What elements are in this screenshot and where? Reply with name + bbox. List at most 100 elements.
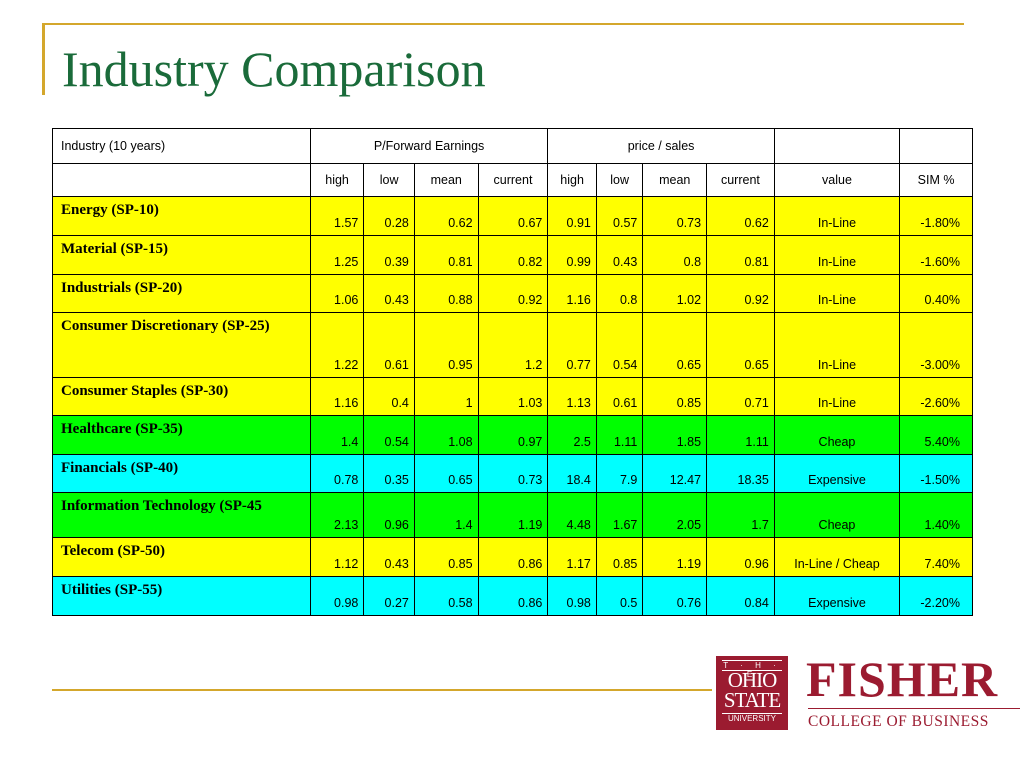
table-cell: 1.11	[706, 415, 775, 455]
table-cell: 1.16	[309, 377, 365, 416]
table-cell: 1.16	[547, 274, 597, 313]
table-cell: 0.61	[363, 312, 415, 378]
header-industry: Industry (10 years)	[52, 128, 311, 164]
table-cell: 1.57	[309, 196, 365, 236]
osu-logo-the: T · H · E	[723, 661, 781, 679]
header-value-blank	[773, 128, 901, 164]
table-cell: 0.5	[595, 576, 644, 616]
table-cell: 0.91	[547, 196, 597, 236]
table-cell: 1.25	[309, 235, 365, 275]
table-cell: In-Line	[773, 377, 901, 416]
table-cell: 0.67	[477, 196, 549, 236]
subheader-ps-high: high	[547, 163, 597, 197]
table-cell: 1.4	[413, 492, 479, 538]
table-row: Industrials (SP-20) 1.06 0.43 0.88 0.92 1.16 0…	[52, 274, 973, 313]
table-row: Utilities (SP-55) 0.98 0.27 0.58 0.86 0.98 0.5…	[52, 576, 973, 616]
table-cell: 7.40%	[899, 537, 973, 577]
table-cell: 0.43	[363, 274, 415, 313]
table-cell: 0.73	[642, 196, 708, 236]
table-cell: 0.98	[309, 576, 365, 616]
table-cell: -2.60%	[899, 377, 973, 416]
table-cell: 1.17	[547, 537, 597, 577]
header-pe-group: P/Forward Earnings	[309, 128, 549, 164]
fisher-divider	[808, 708, 1020, 709]
table-cell: 0.85	[595, 537, 644, 577]
table-cell: 0.35	[363, 454, 415, 493]
subheader-value: value	[773, 163, 901, 197]
table-cell: 0.78	[309, 454, 365, 493]
industry-name-cell: Material (SP-15)	[52, 235, 311, 275]
table-cell: 0.8	[595, 274, 644, 313]
table-cell: 0.76	[642, 576, 708, 616]
table-cell: 0.58	[413, 576, 479, 616]
table-row: Consumer Discretionary (SP-25) 1.22 0.61 0.…	[52, 312, 973, 378]
table-cell: 0.61	[595, 377, 644, 416]
table-cell: 0.54	[363, 415, 415, 455]
table-row: Telecom (SP-50) 1.12 0.43 0.85 0.86 1.17 0.85 1…	[52, 537, 973, 577]
table-row: Material (SP-15) 1.25 0.39 0.81 0.82 0.99 0.43…	[52, 235, 973, 275]
table-cell: 0.54	[595, 312, 644, 378]
osu-logo-ohio: OHIO	[727, 668, 778, 692]
table-cell: 0.82	[477, 235, 549, 275]
table-cell: -2.20%	[899, 576, 973, 616]
fisher-wordmark: FISHER	[806, 651, 999, 707]
subheader-pe-low: low	[363, 163, 415, 197]
table-cell: 1.40%	[899, 492, 973, 538]
table-cell: 1.22	[309, 312, 365, 378]
table-cell: Cheap	[773, 415, 901, 455]
table-cell: 1.19	[477, 492, 549, 538]
subheader-blank	[52, 163, 311, 197]
table-cell: In-Line	[773, 312, 901, 378]
table-row: Energy (SP-10) 1.57 0.28 0.62 0.67 0.91 0.57 0.…	[52, 196, 973, 236]
table-header-row: Industry (10 years) P/Forward Earnings p…	[52, 128, 973, 164]
table-cell: 1.12	[309, 537, 365, 577]
table-cell: 0.81	[413, 235, 479, 275]
table-cell: In-Line	[773, 235, 901, 275]
table-cell: 4.48	[547, 492, 597, 538]
ohio-state-logo: T · H · E OHIO STATE UNIVERSITY	[716, 656, 788, 730]
table-cell: 0.27	[363, 576, 415, 616]
table-cell: -1.50%	[899, 454, 973, 493]
table-cell: 0.4	[363, 377, 415, 416]
left-accent-rule	[42, 23, 45, 95]
table-cell: 0.96	[363, 492, 415, 538]
industry-name-cell: Energy (SP-10)	[52, 196, 311, 236]
table-cell: 2.5	[547, 415, 597, 455]
industry-comparison-table: Industry (10 years) P/Forward Earnings p…	[52, 128, 973, 616]
table-cell: 1.4	[309, 415, 365, 455]
subheader-pe-current: current	[477, 163, 549, 197]
table-cell: 5.40%	[899, 415, 973, 455]
table-cell: -1.80%	[899, 196, 973, 236]
table-cell: 0.43	[363, 537, 415, 577]
table-cell: -3.00%	[899, 312, 973, 378]
industry-name-cell: Consumer Staples (SP-30)	[52, 377, 311, 416]
table-cell: 0.8	[642, 235, 708, 275]
table-cell: 1.2	[477, 312, 549, 378]
table-cell: 0.62	[706, 196, 775, 236]
table-cell: 0.57	[595, 196, 644, 236]
table-cell: Expensive	[773, 576, 901, 616]
industry-name-cell: Industrials (SP-20)	[52, 274, 311, 313]
table-cell: 0.86	[477, 576, 549, 616]
table-row: Healthcare (SP-35) 1.4 0.54 1.08 0.97 2.5 1.11…	[52, 415, 973, 455]
table-cell: 0.28	[363, 196, 415, 236]
table-cell: 0.39	[363, 235, 415, 275]
table-cell: 0.65	[413, 454, 479, 493]
table-cell: 1.13	[547, 377, 597, 416]
industry-name-cell: Healthcare (SP-35)	[52, 415, 311, 455]
subheader-ps-mean: mean	[642, 163, 708, 197]
table-cell: 18.35	[706, 454, 775, 493]
table-cell: 0.43	[595, 235, 644, 275]
table-cell: 2.13	[309, 492, 365, 538]
table-cell: 0.95	[413, 312, 479, 378]
table-cell: In-Line	[773, 274, 901, 313]
table-cell: 12.47	[642, 454, 708, 493]
table-cell: 1.19	[642, 537, 708, 577]
table-cell: 0.77	[547, 312, 597, 378]
table-cell: 0.92	[477, 274, 549, 313]
table-cell: 18.4	[547, 454, 597, 493]
table-cell: 0.98	[547, 576, 597, 616]
table-cell: 0.84	[706, 576, 775, 616]
table-cell: 7.9	[595, 454, 644, 493]
subheader-sim: SIM %	[899, 163, 973, 197]
